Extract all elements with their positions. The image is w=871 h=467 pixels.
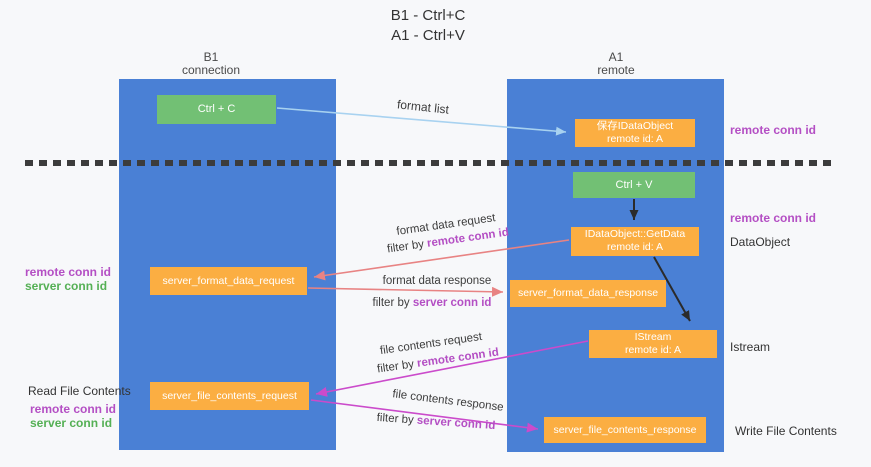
- title-line-2: A1 - Ctrl+V: [391, 27, 465, 44]
- read-file-contents-label: Read File Contents: [28, 384, 131, 398]
- istream-side-label: Istream: [730, 340, 771, 354]
- server-conn-id-text: server conn id: [412, 297, 492, 309]
- istream-line2: remote id: A: [624, 344, 682, 356]
- getdata-line2: remote id: A: [606, 241, 664, 253]
- ctrl-v-box: Ctrl + V: [573, 172, 695, 198]
- title-line-1: B1 - Ctrl+C: [390, 7, 466, 24]
- idataobject-getdata-box: IDataObject::GetData remote id: A: [571, 227, 699, 256]
- server-conn-id-label-bottom-left: server conn id: [30, 416, 113, 430]
- format-list-label: format list: [396, 97, 450, 117]
- remote-conn-id-label-left: remote conn id: [25, 265, 112, 279]
- filter-by-text: filter by: [376, 411, 418, 427]
- lifeline-header-b1: B1 connection: [146, 51, 276, 77]
- save-idataobject-line1: 保存IDataObject: [596, 120, 674, 132]
- remote-conn-id-label-top-right: remote conn id: [730, 123, 817, 137]
- server-format-data-response-box: server_format_data_response: [510, 280, 666, 307]
- lifeline-header-a1: A1 remote: [551, 51, 681, 77]
- server-file-contents-response-box: server_file_contents_response: [544, 417, 706, 443]
- write-file-contents-label: Write File Contents: [735, 424, 837, 438]
- lifeline-a1-name: A1: [608, 50, 624, 64]
- lifeline-b1-name: B1: [203, 50, 219, 64]
- lifeline-b1-role: connection: [181, 63, 241, 77]
- ctrl-c-box: Ctrl + C: [157, 95, 276, 124]
- save-idataobject-box: 保存IDataObject remote id: A: [575, 119, 695, 147]
- filter-by-text: filter by: [386, 237, 428, 256]
- dashed-separator-line: [25, 160, 833, 166]
- getdata-line1: IDataObject::GetData: [584, 228, 686, 240]
- server-format-data-request-box: server_format_data_request: [150, 267, 307, 295]
- remote-conn-id-label-mid-right: remote conn id: [730, 211, 817, 225]
- server-conn-id-text: server conn id: [416, 414, 496, 433]
- format-data-response-filter-label: filter by server conn id: [322, 297, 542, 309]
- istream-line1: IStream: [634, 331, 672, 343]
- filter-by-text: filter by: [372, 297, 413, 309]
- diagram-title: B1 - Ctrl+C A1 - Ctrl+V: [278, 6, 578, 46]
- format-data-response-label: format data response: [382, 275, 492, 287]
- remote-conn-id-label-bottom-left: remote conn id: [30, 402, 117, 416]
- filter-by-text: filter by: [376, 357, 418, 376]
- server-file-contents-request-box: server_file_contents_request: [150, 382, 309, 410]
- istream-box: IStream remote id: A: [589, 330, 717, 358]
- server-conn-id-label-left: server conn id: [25, 279, 108, 293]
- format-data-response-arrow: [307, 286, 504, 297]
- lifeline-a1-role: remote: [597, 63, 635, 77]
- save-idataobject-line2: remote id: A: [606, 133, 664, 145]
- dataobject-label: DataObject: [730, 235, 791, 249]
